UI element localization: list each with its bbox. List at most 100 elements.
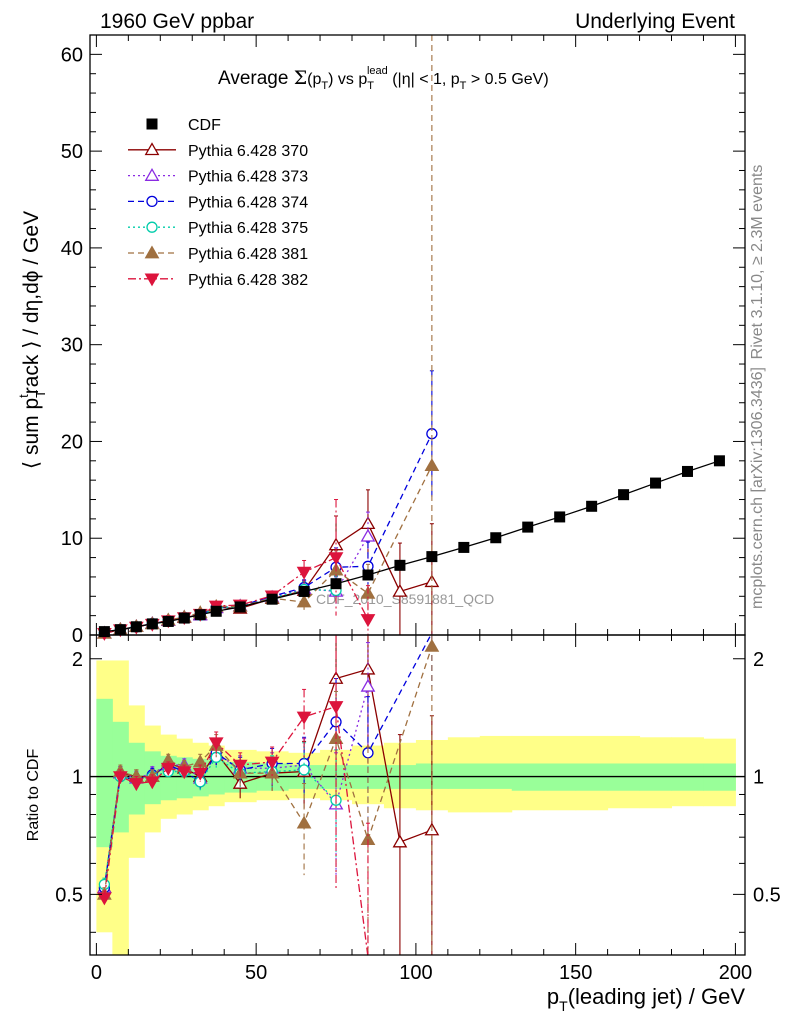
- main-y-tick-label: 20: [61, 431, 83, 453]
- ratio-y-tick-label: 2: [72, 649, 83, 671]
- main-cdf-data-point: [162, 615, 174, 627]
- main-cdf-data-point: [522, 521, 534, 533]
- plot-title: Average Σ(pT) vs pTlead (|η| < 1, pT > 0…: [218, 65, 549, 92]
- main-cdf-data-point: [298, 585, 310, 597]
- main-axes: 0 10 20 30 40 50 60: [61, 34, 746, 647]
- main-data-point: [296, 566, 312, 580]
- main-series-line: [104, 522, 433, 634]
- main-y-tick-label: 60: [61, 44, 83, 66]
- main-cdf-data-point: [490, 532, 502, 544]
- main-cdf-data-point: [713, 455, 725, 467]
- legend-entry: Pythia 6.428 381: [128, 245, 308, 263]
- ratio-y-tick-label-right: 2: [753, 649, 764, 671]
- main-cdf-data-point: [650, 477, 662, 489]
- ratio-data-point: [144, 776, 160, 790]
- main-data-point: [296, 594, 312, 608]
- main-cdf-data-point: [426, 551, 438, 563]
- ratio-data-point: [264, 765, 280, 779]
- legend-marker: [146, 118, 158, 130]
- main-y-tick-label: 40: [61, 238, 83, 260]
- header-left: 1960 GeV ppbar: [100, 10, 254, 33]
- ratio-y-axis-label: Ratio to CDF: [25, 749, 42, 842]
- x-tick-label: 100: [399, 962, 432, 984]
- ratio-y-tick-label-right: 0.5: [753, 884, 781, 906]
- header-right: Underlying Event: [575, 10, 735, 33]
- main-cdf-data-point: [554, 511, 566, 523]
- legend-label: Pythia 6.428 373: [188, 169, 308, 186]
- main-data-point: [424, 458, 440, 471]
- main-series-layer: [97, 34, 725, 641]
- watermark-layer: CDF_2010_S8591881_QCD: [316, 591, 494, 607]
- ratio-data-point: [296, 711, 312, 725]
- legend-marker: [144, 142, 160, 156]
- watermark: CDF_2010_S8591881_QCD: [316, 591, 494, 607]
- ratio-data-point: [392, 834, 408, 848]
- main-cdf-data-point: [178, 612, 190, 624]
- legend-entry: CDF: [146, 117, 221, 134]
- legend-entry: Pythia 6.428 382: [128, 272, 308, 289]
- ratio-band-inner: [208, 760, 225, 795]
- x-tick-label: 150: [559, 962, 592, 984]
- legend-marker: [146, 195, 158, 208]
- legend: CDF Pythia 6.428 370 Pythia 6.428 373 Pythi…: [128, 117, 308, 289]
- legend-marker: [144, 245, 160, 259]
- legend-label: Pythia 6.428 375: [188, 220, 308, 237]
- x-axis-label: pT(leading jet) / GeV: [547, 984, 745, 1014]
- main-cdf-data-point: [458, 541, 470, 553]
- legend-label: Pythia 6.428 382: [188, 272, 308, 289]
- ratio-data-point: [112, 771, 128, 785]
- ratio-data-point: [128, 778, 144, 792]
- main-cdf-data-point: [586, 500, 598, 512]
- main-y-axis-label: ⟨ sum pTtrack ⟩ / dη,dϕ / GeV: [16, 211, 48, 469]
- main-series-line: [104, 465, 433, 634]
- x-tick-label: 50: [245, 962, 267, 984]
- x-tick-label: 200: [719, 962, 752, 984]
- main-y-tick-label: 0: [72, 625, 83, 647]
- main-cdf-data-point: [394, 559, 406, 571]
- main-data-point: [392, 583, 408, 597]
- ratio-axes: 0 50 100 150 200 0.5 0.5 1 1 2 2: [55, 634, 781, 984]
- legend-entry: Pythia 6.428 374: [128, 194, 308, 211]
- ratio-data-point: [208, 737, 224, 751]
- main-cdf-data-point: [114, 624, 126, 636]
- ratio-data-point: [232, 759, 248, 773]
- legend-label: Pythia 6.428 370: [188, 143, 308, 160]
- main-cdf-data-point: [194, 609, 206, 621]
- legend-entry: Pythia 6.428 370: [128, 142, 308, 160]
- legend-marker: [144, 273, 160, 287]
- rivet-version-label: Rivet 3.1.10, ≥ 2.3M events: [749, 165, 766, 360]
- main-data-point: [360, 528, 376, 542]
- ratio-data-point: [160, 762, 176, 776]
- legend-label: CDF: [188, 117, 221, 134]
- main-y-tick-label: 10: [61, 528, 83, 550]
- main-cdf-data-point: [130, 621, 142, 633]
- ratio-series-5: [97, 634, 370, 958]
- mcplots-label: mcplots.cern.ch [arXiv:1306.3436]: [749, 367, 766, 609]
- ratio-data-point: [328, 701, 344, 715]
- main-cdf-data-point: [98, 626, 110, 638]
- ratio-y-tick-label: 1: [72, 767, 83, 789]
- x-tick-label: 0: [91, 962, 102, 984]
- ratio-data-point: [97, 892, 112, 906]
- legend-entry: Pythia 6.428 375: [128, 220, 308, 237]
- main-cdf-data-point: [618, 489, 630, 501]
- main-cdf-series-0: [98, 455, 725, 638]
- ratio-series-layer: [97, 632, 440, 958]
- main-y-tick-label: 30: [61, 335, 83, 357]
- ratio-y-tick-label: 0.5: [55, 884, 83, 906]
- main-cdf-data-point: [681, 465, 693, 477]
- ratio-data-point: [360, 678, 376, 692]
- main-cdf-data-point: [330, 578, 342, 590]
- main-series-0: [97, 489, 440, 639]
- main-y-tick-label: 50: [61, 141, 83, 163]
- main-data-point: [328, 552, 344, 566]
- main-series-line: [104, 535, 369, 634]
- legend-label: Pythia 6.428 381: [188, 246, 308, 263]
- ratio-data-point: [176, 766, 192, 780]
- legend-label: Pythia 6.428 374: [188, 194, 308, 211]
- axes-frame: [89, 634, 746, 956]
- main-cdf-data-point: [210, 605, 222, 617]
- ratio-data-point: [298, 764, 310, 776]
- ratio-data-point: [192, 767, 208, 781]
